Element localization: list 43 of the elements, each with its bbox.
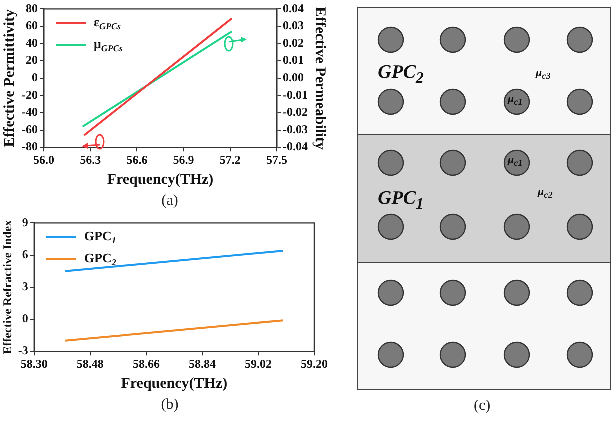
x-tick-label: 57.2 — [220, 152, 241, 167]
y-tick-label: -40 — [22, 105, 38, 120]
x-tick-label: 58.48 — [76, 356, 104, 371]
x-axis-title: Frequency(THz) — [121, 376, 228, 392]
y-tick-label: -80 — [22, 140, 38, 154]
y2-tick-label: -0.04 — [283, 140, 308, 154]
x-tick-label: 58.66 — [132, 356, 160, 371]
y-tick-label: -20 — [22, 88, 38, 102]
text: (b) — [160, 397, 180, 414]
x-tick-label: 56.6 — [126, 152, 148, 167]
y2-tick-label: 0.03 — [283, 18, 304, 33]
y-tick-label: 20 — [26, 53, 38, 68]
text: (c) — [474, 398, 491, 415]
y2-axis-title: Effective Permeability — [312, 6, 328, 150]
x-tick-label: 58.30 — [20, 356, 48, 371]
x-tick-label: 57.5 — [266, 152, 288, 167]
y-tick-label: 3 — [22, 279, 28, 294]
y-tick-label: 40 — [26, 36, 38, 50]
y-tick-label: 0 — [22, 312, 28, 326]
y-tick-label: -3 — [18, 344, 28, 358]
text: (a) — [160, 193, 180, 210]
x-tick-label: 59.02 — [244, 356, 272, 371]
y-tick-label: 0 — [32, 70, 38, 84]
x-tick-label: 56.9 — [173, 152, 194, 167]
x-tick-label: 56.3 — [80, 152, 102, 167]
y-tick-label: -60 — [22, 122, 38, 136]
y-axis-title: Effective Refractive Index — [0, 220, 14, 354]
y-axis-title: Effective Permittivity — [2, 8, 18, 148]
x-tick-label: 58.84 — [188, 356, 216, 371]
y2-tick-label: 0.02 — [283, 36, 304, 50]
y-tick-label: 80 — [26, 1, 38, 16]
y-tick-label: 6 — [22, 247, 28, 262]
y2-tick-label: 0.00 — [283, 70, 304, 84]
y2-tick-label: -0.03 — [283, 122, 308, 136]
y-tick-label: 9 — [22, 215, 28, 230]
y-tick-label: 60 — [26, 18, 38, 33]
y2-tick-label: -0.01 — [283, 88, 308, 102]
x-axis-title: Frequency(THz) — [107, 172, 214, 188]
y2-tick-label: -0.02 — [283, 105, 308, 120]
x-tick-label: 59.20 — [301, 356, 328, 371]
y2-tick-label: 0.04 — [283, 1, 304, 16]
y2-tick-label: 0.01 — [283, 53, 304, 68]
x-tick-label: 56.0 — [33, 152, 54, 167]
